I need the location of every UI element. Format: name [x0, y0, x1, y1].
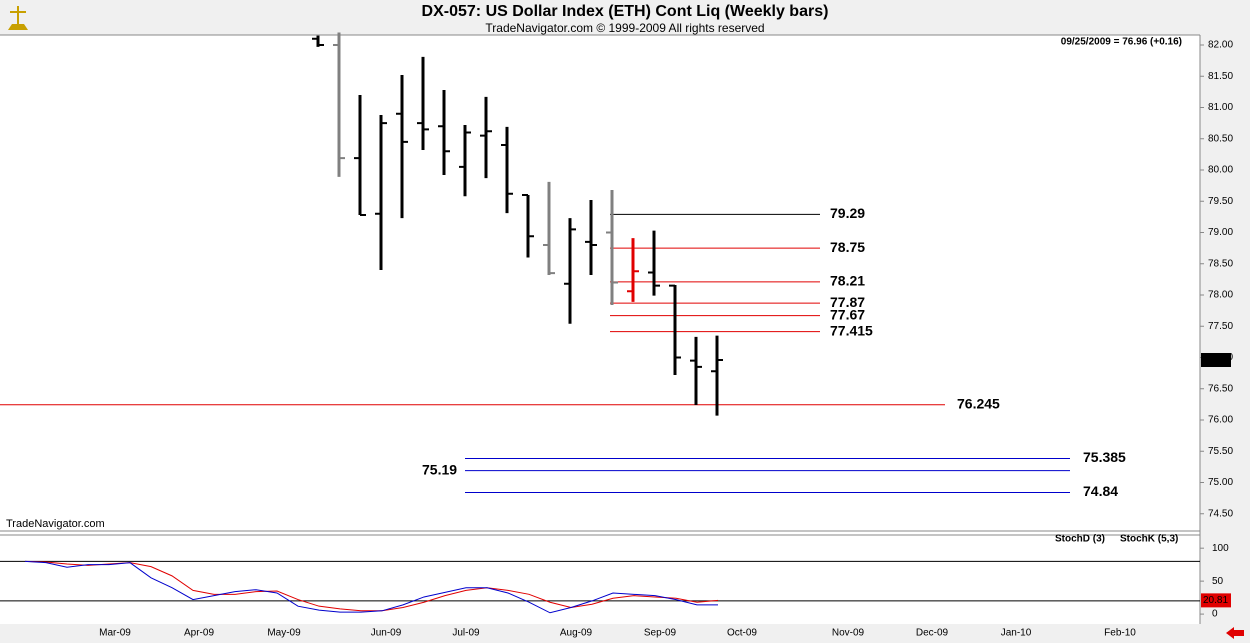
y-tick-label: 81.50 — [1208, 71, 1233, 82]
y-tick-label: 74.50 — [1208, 508, 1233, 519]
x-tick-label: Apr-09 — [184, 628, 214, 639]
footer-bar — [0, 624, 1250, 643]
x-tick-label: Jan-10 — [1001, 628, 1032, 639]
level-label: 76.245 — [957, 395, 1000, 411]
last-value-badge — [1201, 593, 1231, 608]
logo — [8, 6, 28, 30]
y-tick-label: 78.50 — [1208, 258, 1233, 269]
last-price-badge — [1201, 353, 1231, 367]
x-tick-label: Dec-09 — [916, 628, 949, 639]
chart-subtitle: TradeNavigator.com © 1999-2009 All right… — [485, 21, 764, 35]
y-tick-label: 76.00 — [1208, 415, 1233, 426]
level-label: 77.415 — [830, 322, 873, 338]
y-tick-label: 77.50 — [1208, 321, 1233, 332]
y-tick-label: 81.00 — [1208, 102, 1233, 113]
last-value: 20.81 — [1203, 595, 1228, 606]
y-tick-label: 50 — [1212, 576, 1224, 587]
y-tick-label: 79.50 — [1208, 196, 1233, 207]
y-tick-label: 75.00 — [1208, 477, 1233, 488]
y-tick-label: 100 — [1212, 543, 1229, 554]
y-tick-label: 82.00 — [1208, 40, 1233, 51]
axis-panel — [1200, 35, 1250, 625]
x-tick-label: Nov-09 — [832, 628, 865, 639]
x-tick-label: May-09 — [267, 628, 301, 639]
x-tick-label: Sep-09 — [644, 628, 677, 639]
level-label: 78.21 — [830, 273, 865, 289]
x-tick-label: Oct-09 — [727, 628, 757, 639]
y-tick-label: 75.50 — [1208, 446, 1233, 457]
level-label: 78.75 — [830, 239, 865, 255]
y-tick-label: 78.00 — [1208, 290, 1233, 301]
x-tick-label: Jul-09 — [452, 628, 480, 639]
x-tick-label: Mar-09 — [99, 628, 131, 639]
level-label: 77.87 — [830, 294, 865, 310]
stoch-line — [24, 560, 719, 612]
x-tick-label: Jun-09 — [371, 628, 402, 639]
stoch-line — [24, 560, 718, 614]
level-label: 74.84 — [1083, 483, 1118, 499]
chart-title: DX-057: US Dollar Index (ETH) Cont Liq (… — [422, 3, 829, 20]
x-tick-label: Feb-10 — [1104, 628, 1136, 639]
legend-label: StochK (5,3) — [1120, 534, 1178, 545]
level-label: 75.19 — [422, 461, 457, 477]
level-label: 77.67 — [830, 306, 865, 322]
header-bar — [0, 0, 1250, 35]
price-info: 09/25/2009 = 76.96 (+0.16) — [1061, 37, 1182, 48]
y-tick-label: 0 — [1212, 609, 1218, 620]
y-tick-label: 76.50 — [1208, 383, 1233, 394]
scroll-arrow[interactable] — [1226, 627, 1244, 639]
legend-label: StochD (3) — [1055, 534, 1105, 545]
x-tick-label: Aug-09 — [560, 628, 593, 639]
last-price: 76.96 — [1203, 355, 1228, 366]
level-label: 75.385 — [1083, 449, 1126, 465]
level-label: 79.29 — [830, 205, 865, 221]
y-tick-label: 79.00 — [1208, 227, 1233, 238]
y-tick-label: 80.00 — [1208, 165, 1233, 176]
watermark: TradeNavigator.com — [6, 518, 105, 530]
y-tick-label: 80.50 — [1208, 133, 1233, 144]
